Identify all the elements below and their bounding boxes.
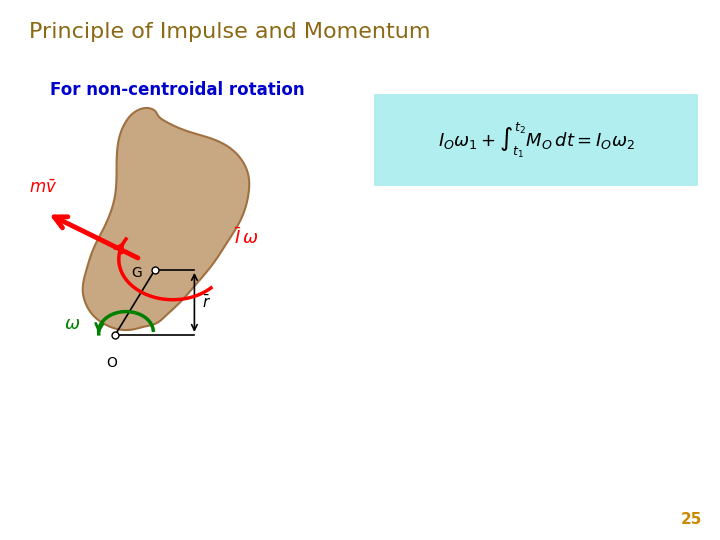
Text: $m\bar{v}$: $m\bar{v}$ [29,179,57,197]
Text: G: G [131,266,142,280]
Text: Principle of Impulse and Momentum: Principle of Impulse and Momentum [29,22,431,42]
Text: $\omega$: $\omega$ [64,315,81,333]
FancyBboxPatch shape [374,94,698,186]
Text: 25: 25 [680,511,702,526]
Text: $\bar{I}\,\omega$: $\bar{I}\,\omega$ [234,227,258,248]
Polygon shape [83,108,249,330]
Text: For non-centroidal rotation: For non-centroidal rotation [50,81,305,99]
Text: $I_O\omega_1 + \int_{t_1}^{t_2} M_O\,dt = I_O\omega_2$: $I_O\omega_1 + \int_{t_1}^{t_2} M_O\,dt … [438,121,635,160]
Text: O: O [106,356,117,370]
Text: $\bar{r}$: $\bar{r}$ [202,294,211,311]
